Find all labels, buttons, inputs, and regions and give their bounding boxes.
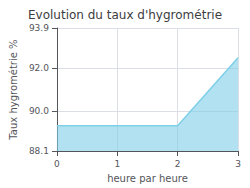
svg-text:88.1: 88.1 <box>29 146 49 156</box>
svg-text:0: 0 <box>54 159 60 169</box>
svg-text:heure par heure: heure par heure <box>107 173 188 184</box>
svg-text:93.9: 93.9 <box>29 23 49 33</box>
svg-text:Evolution du taux d'hygrométri: Evolution du taux d'hygrométrie <box>28 8 222 22</box>
svg-text:90.0: 90.0 <box>29 106 49 116</box>
svg-text:1: 1 <box>114 159 120 169</box>
svg-text:Taux hygrométrie %: Taux hygrométrie % <box>8 39 19 140</box>
svg-text:92.0: 92.0 <box>29 63 49 73</box>
svg-text:3: 3 <box>235 159 241 169</box>
svg-text:2: 2 <box>175 159 181 169</box>
